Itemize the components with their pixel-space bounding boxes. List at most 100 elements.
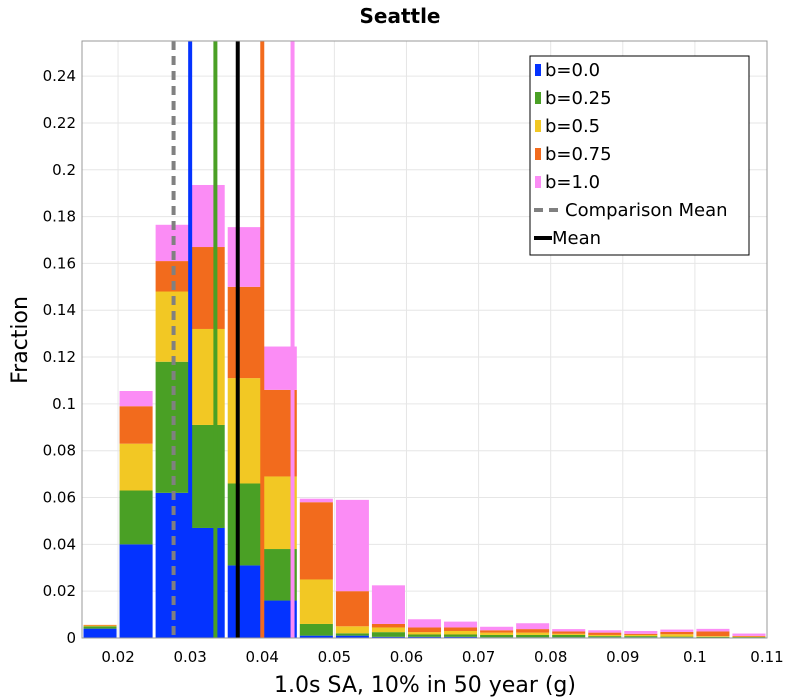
bar-segment: [83, 626, 117, 629]
bar-segment: [227, 227, 261, 287]
bar-segment: [444, 636, 478, 638]
bar-segment: [480, 634, 514, 638]
bar-segment: [588, 636, 622, 638]
bar-segment: [624, 633, 658, 635]
bar-segment: [227, 483, 261, 566]
legend-box: [529, 55, 750, 256]
bar-segment: [299, 623, 333, 636]
x-tick-label: 0.11: [750, 648, 783, 666]
bar-segment: [407, 632, 442, 635]
legend-label: Comparison Mean: [565, 200, 728, 221]
x-tick-label: 0.07: [462, 648, 495, 666]
y-axis-title: Fraction: [8, 296, 33, 384]
x-tick-label: 0.02: [101, 648, 134, 666]
bar-segment: [83, 624, 117, 626]
bar-segment: [552, 629, 586, 632]
bar-segment: [119, 443, 153, 491]
legend-label: Mean: [552, 228, 601, 249]
legend: b=0.0 b=0.25 b=0.5 b=0.75 b=1.0 Comparison Me…: [529, 55, 750, 256]
plot-border: [81, 40, 768, 639]
y-tick-label: 0.16: [43, 254, 76, 272]
bar-segment: [335, 499, 369, 592]
x-tick-label: 0.06: [390, 648, 423, 666]
bar-segment: [732, 635, 766, 637]
bar-segment: [444, 630, 478, 635]
bar-segment: [660, 634, 694, 637]
bar-segment: [407, 619, 442, 628]
legend-label: b=0.5: [545, 116, 600, 137]
bar-segment: [552, 631, 586, 634]
bar-segment: [299, 498, 333, 503]
bar-segment: [227, 565, 261, 638]
bar-segment: [516, 634, 550, 638]
bar-segment: [299, 579, 333, 624]
x-tick-label: 0.03: [173, 648, 206, 666]
bar-segment: [407, 634, 442, 637]
legend-swatch: [535, 120, 541, 132]
bar-segment: [480, 626, 514, 631]
bar-segment: [191, 328, 225, 425]
bar-segment: [119, 544, 153, 638]
bar-segment: [660, 636, 694, 638]
bar-segment: [660, 631, 694, 635]
bar-segment: [444, 621, 478, 628]
x-tick-label: 0.08: [534, 648, 567, 666]
bar-segment: [335, 633, 369, 636]
y-tick-label: 0.2: [52, 161, 76, 179]
y-tick-label: 0.14: [43, 301, 76, 319]
bar-segment: [588, 632, 622, 635]
bar-segment: [119, 391, 153, 407]
legend-label: b=1.0: [545, 172, 600, 193]
bar-segment: [83, 628, 117, 638]
bar-segment: [624, 634, 658, 637]
bar-segment: [444, 627, 478, 631]
bar-segment: [191, 424, 225, 528]
y-tick-label: 0.22: [43, 114, 76, 132]
legend-swatch: [535, 148, 541, 160]
bar-segment: [624, 630, 658, 634]
bar-segment: [696, 628, 730, 632]
y-tick-label: 0.08: [43, 442, 76, 460]
bar-segment: [371, 623, 405, 628]
legend-swatch: [535, 64, 541, 76]
chart-title: Seattle: [359, 4, 440, 28]
bar-segment: [119, 406, 153, 444]
bar-segment: [660, 629, 694, 632]
y-tick-label: 0.1: [52, 395, 76, 413]
bar-segment: [480, 630, 514, 633]
legend-label: b=0.75: [545, 144, 612, 165]
bar-segment: [299, 502, 333, 580]
y-tick-label: 0.18: [43, 208, 76, 226]
bar-segment: [335, 635, 369, 638]
bar-segment: [588, 630, 622, 633]
bar-segment: [335, 591, 369, 627]
y-tick-label: 0.24: [43, 67, 76, 85]
y-tick-label: 0.04: [43, 535, 76, 553]
y-tick-label: 0.02: [43, 582, 76, 600]
bar-segment: [227, 378, 261, 484]
bar-segment: [407, 627, 442, 633]
bar-segment: [480, 632, 514, 635]
bar-segment: [444, 634, 478, 637]
bar-segment: [588, 634, 622, 637]
bar-segment: [371, 627, 405, 633]
bar-segment: [696, 636, 730, 638]
y-tick-label: 0: [66, 629, 76, 647]
bar-segment: [732, 633, 766, 636]
bar-segment: [696, 631, 730, 637]
legend-label: b=0.0: [545, 60, 600, 81]
bar-segment: [227, 286, 261, 379]
x-tick-label: 0.1: [683, 648, 707, 666]
bar-segment: [335, 626, 369, 634]
bar-segment: [624, 636, 658, 638]
bar-segment: [696, 636, 730, 637]
y-tick-label: 0.06: [43, 489, 76, 507]
bar-segment: [371, 585, 405, 624]
bar-segment: [191, 247, 225, 329]
bar-segment: [191, 527, 225, 638]
bar-segment: [83, 625, 117, 627]
bar-segment: [516, 629, 550, 633]
bar-segment: [371, 636, 405, 638]
bar-segment: [299, 635, 333, 638]
